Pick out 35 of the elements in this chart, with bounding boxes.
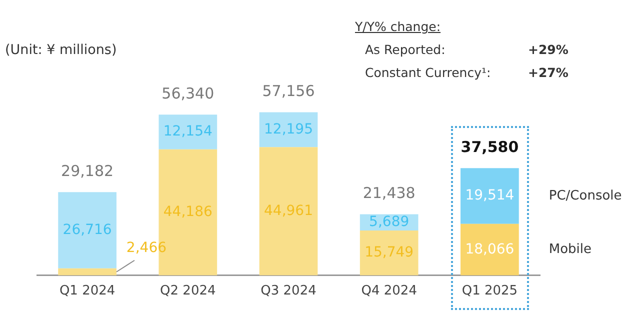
data-label: 5,689 [369,214,410,230]
bar [158,114,218,150]
bar [360,230,418,276]
text: Constant Currency¹: [365,65,491,80]
total-label: 56,340 [162,84,214,103]
bar [460,224,519,276]
bar [259,147,318,276]
total-label: 29,182 [61,162,114,180]
total-label: 57,156 [262,82,315,100]
bar [460,168,519,224]
x-tick-label: Q1 2025 [462,284,518,299]
bar [58,268,116,276]
data-label: 2,466 [126,240,167,256]
total-label: 37,580 [460,138,519,156]
data-label: 26,716 [62,222,112,238]
x-tick-label: Q1 2024 [59,284,116,299]
text: PC/Console [548,188,622,204]
data-label: 18,066 [465,241,514,258]
text: (Unit: ¥ millions) [5,42,117,58]
data-label: 44,186 [163,204,212,220]
data-label: 15,749 [364,244,414,261]
x-tick-label: Q3 2024 [260,284,316,299]
data-label: 12,154 [163,124,212,140]
bar [58,192,116,268]
text: Mobile [548,242,592,257]
text: +29% [528,42,568,57]
data-label: 12,195 [264,121,313,138]
x-tick-label: Q2 2024 [160,284,216,299]
text: Y/Y% change: [355,19,441,34]
text: +27% [528,65,568,80]
text: As Reported: [365,42,446,57]
data-label: 44,961 [264,202,313,219]
x-tick-label: Q4 2024 [361,284,417,299]
total-label: 21,438 [362,184,416,202]
data-label: 19,514 [465,188,514,204]
